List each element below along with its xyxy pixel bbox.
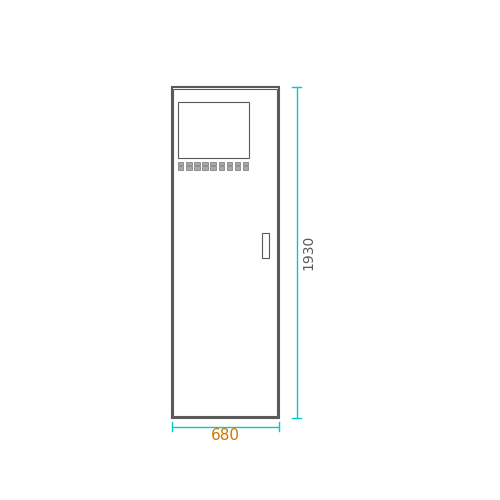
Bar (174, 89, 278, 416)
Bar (172, 87, 280, 418)
Bar (234, 166, 240, 170)
Bar (194, 162, 200, 166)
Bar (202, 162, 207, 166)
Bar (226, 162, 232, 166)
Bar (262, 233, 269, 258)
Bar (178, 102, 250, 158)
Bar (194, 166, 200, 170)
Bar (226, 166, 232, 170)
Bar (210, 166, 216, 170)
Text: 680: 680 (211, 428, 240, 443)
Bar (178, 166, 184, 170)
Bar (178, 162, 184, 166)
Bar (243, 162, 248, 166)
Bar (243, 166, 248, 170)
Bar (210, 162, 216, 166)
Text: 1930: 1930 (301, 235, 315, 270)
Bar (186, 162, 192, 166)
Bar (234, 162, 240, 166)
Bar (218, 162, 224, 166)
Bar (186, 166, 192, 170)
Bar (202, 166, 207, 170)
Bar (218, 166, 224, 170)
